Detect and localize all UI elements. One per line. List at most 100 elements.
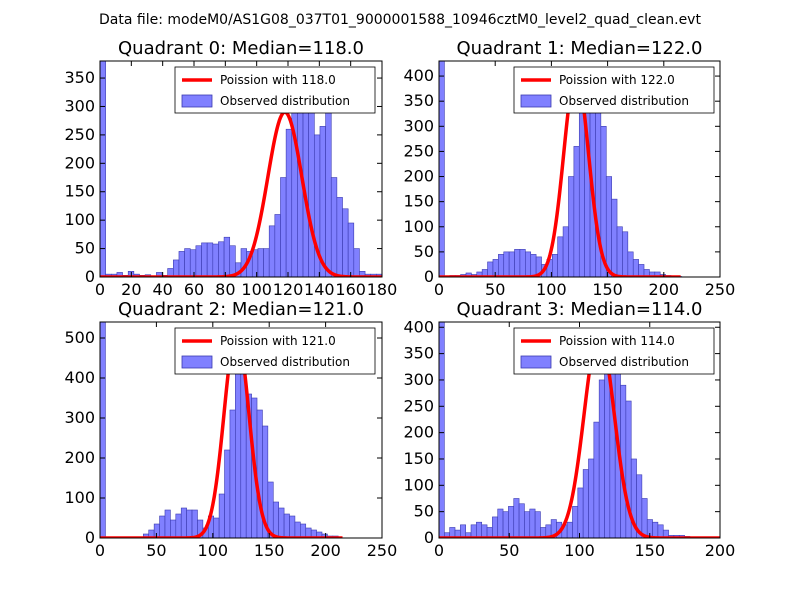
histogram-bar <box>588 458 595 538</box>
plot-frame <box>438 60 721 278</box>
y-tick-label: 300 <box>64 96 95 115</box>
x-tick-label: 80 <box>215 280 235 299</box>
x-tick-label: 200 <box>649 280 680 299</box>
histogram-bar <box>186 509 193 538</box>
y-tick-label: 200 <box>403 167 434 186</box>
histogram-bar <box>189 249 197 277</box>
histogram-bar <box>513 498 520 538</box>
histogram-bar <box>180 507 187 538</box>
y-tick-label: 0 <box>424 528 434 547</box>
y-tick-label: 250 <box>64 125 95 144</box>
x-tick-label: 150 <box>592 280 623 299</box>
histogram-bar <box>178 251 185 277</box>
x-tick-label: 250 <box>705 280 736 299</box>
y-tick-label: 250 <box>403 141 434 160</box>
histogram-bar <box>283 513 290 538</box>
histogram-bar <box>156 272 163 277</box>
histogram-bar <box>568 176 575 277</box>
histogram-bar <box>460 524 466 538</box>
x-tick-label: 140 <box>304 280 335 299</box>
histogram-bar <box>206 242 214 277</box>
histogram-bar <box>476 521 483 538</box>
histogram-bar <box>289 515 296 538</box>
y-tick-label: 0 <box>424 267 434 286</box>
quadrant-3-panel: Quadrant 3: Median=114.0 0 50 100 150 200 0 50 1… <box>403 299 735 560</box>
histogram-bar <box>184 248 191 277</box>
histogram-bar <box>519 249 526 277</box>
y-tick-label: 50 <box>414 242 434 261</box>
x-tick-label: 180 <box>367 280 398 299</box>
plot-frame <box>99 321 383 539</box>
histogram-bar <box>159 515 166 538</box>
y-tick-label: 350 <box>64 68 95 87</box>
y-tick-label: 0 <box>85 528 95 547</box>
legend-bar-swatch <box>181 94 213 108</box>
legend-label-poisson: Poission with 122.0 <box>559 73 675 87</box>
chart-title: Quadrant 3: Median=114.0 <box>457 299 703 320</box>
histogram-bar <box>627 251 634 277</box>
histogram-bar <box>632 259 639 277</box>
y-tick-label: 350 <box>403 344 434 363</box>
y-tick-label: 300 <box>403 370 434 389</box>
histogram-bar <box>116 272 123 277</box>
histogram-bar <box>280 177 287 277</box>
histogram-bar <box>272 501 279 538</box>
histogram-bar <box>573 146 580 277</box>
histogram-bar <box>213 517 220 538</box>
poisson-curve <box>439 330 720 538</box>
histogram-bar <box>502 511 509 538</box>
x-tick-label: 250 <box>367 541 398 560</box>
histogram-bar <box>336 197 343 277</box>
x-tick-label: 200 <box>705 541 736 560</box>
poisson-curve <box>439 71 682 277</box>
legend-label-poisson: Poission with 121.0 <box>220 334 336 348</box>
histogram-bar <box>439 61 445 277</box>
y-tick-label: 50 <box>414 502 434 521</box>
legend-label-observed: Observed distribution <box>559 94 689 108</box>
x-tick-label: 100 <box>564 541 595 560</box>
histogram-bar <box>508 251 515 277</box>
x-tick-label: 50 <box>499 541 519 560</box>
x-tick-label: 0 <box>95 280 105 299</box>
histogram-bar <box>566 521 573 538</box>
legend-label-poisson: Poission with 114.0 <box>559 334 675 348</box>
histogram-bar <box>492 516 499 538</box>
histogram-bar <box>470 524 477 538</box>
histogram-bar <box>534 511 541 538</box>
histogram-bar <box>481 524 488 538</box>
y-tick-label: 300 <box>64 408 95 427</box>
histogram-bar <box>498 254 505 277</box>
histogram-bar <box>503 251 510 277</box>
y-tick-label: 500 <box>64 328 95 347</box>
histogram-bar <box>611 198 618 277</box>
histogram-bar <box>577 487 584 538</box>
histogram-bar <box>641 498 648 538</box>
x-tick-label: 160 <box>335 280 366 299</box>
histogram-bars <box>439 61 683 277</box>
histogram-bar <box>268 225 276 277</box>
histogram-bar <box>514 249 521 277</box>
x-tick-label: 200 <box>310 541 341 560</box>
histogram-bar <box>229 409 236 538</box>
histogram-bar <box>164 509 171 538</box>
x-tick-label: 150 <box>254 541 285 560</box>
histogram-bar <box>173 259 180 277</box>
y-tick-label: 150 <box>64 182 95 201</box>
x-tick-label: 100 <box>536 280 567 299</box>
histogram-bar <box>325 100 332 277</box>
y-tick-label: 200 <box>64 153 95 172</box>
histogram-bar <box>224 449 231 538</box>
legend-bar-swatch <box>520 94 552 108</box>
plot-frame <box>99 60 383 278</box>
histogram-bars <box>100 61 382 277</box>
histogram-bar <box>593 421 600 538</box>
y-tick-label: 150 <box>403 449 434 468</box>
histogram-bar <box>330 177 338 277</box>
histogram-bar <box>562 226 569 277</box>
legend: Poission with 121.0 Observed distribution <box>174 327 376 375</box>
y-tick-label: 0 <box>85 267 95 286</box>
histogram-bar <box>530 254 537 277</box>
x-tick-label: 50 <box>146 541 166 560</box>
histogram-bar <box>278 507 285 538</box>
legend-label-observed: Observed distribution <box>559 355 689 369</box>
